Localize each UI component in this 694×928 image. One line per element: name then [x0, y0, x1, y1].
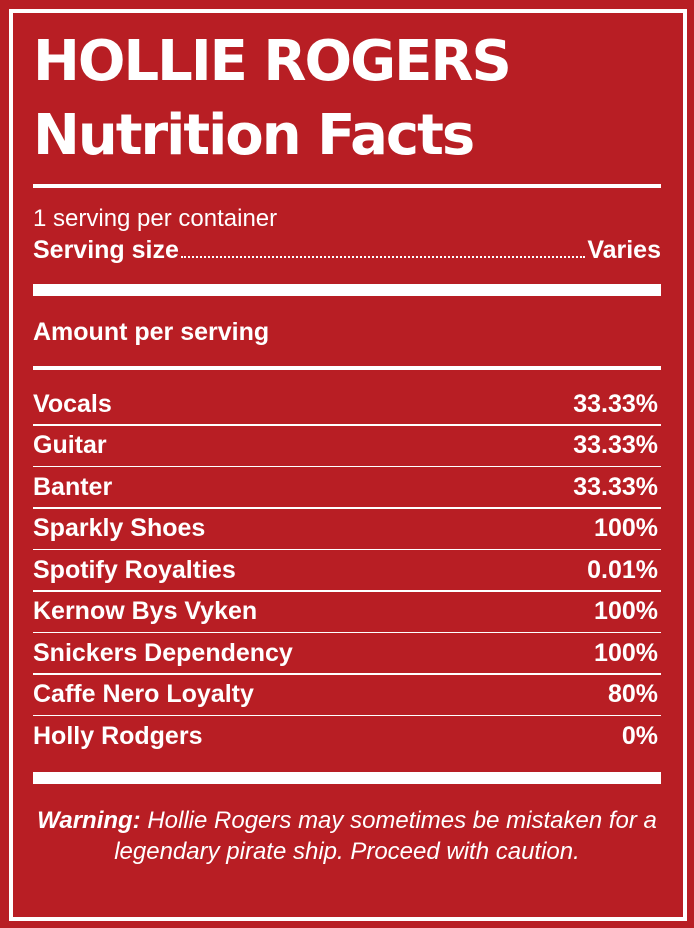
nutrient-value: 33.33% — [573, 472, 658, 501]
warning-text: Hollie Rogers may sometimes be mistaken … — [114, 807, 657, 865]
row-divider — [33, 673, 661, 675]
label-frame — [9, 9, 687, 921]
nutrient-row: Snickers Dependency 100% — [33, 633, 661, 673]
divider-top — [33, 184, 661, 188]
nutrient-row: Holly Rodgers 0% — [33, 716, 661, 756]
nutrient-name: Kernow Bys Vyken — [33, 597, 258, 625]
nutrient-value: 100% — [594, 638, 658, 667]
amount-per-serving-heading: Amount per serving — [33, 318, 270, 346]
nutrient-row: Vocals 33.33% — [33, 384, 661, 424]
nutrient-value: 0.01% — [587, 555, 658, 584]
row-divider — [33, 631, 661, 633]
serving-size-label: Serving size — [33, 236, 179, 264]
nutrient-value: 33.33% — [573, 389, 658, 418]
nutrient-list: Vocals 33.33% Guitar 33.33% Banter 33.33% Spar… — [33, 384, 661, 784]
nutrient-row: Kernow Bys Vyken 100% — [33, 592, 661, 632]
divider-amount — [33, 366, 661, 370]
nutrient-value: 0% — [621, 721, 658, 750]
nutrient-value: 100% — [594, 514, 658, 542]
nutrient-name: Caffe Nero Loyalty — [33, 680, 254, 708]
servings-per-container: 1 serving per container — [33, 205, 278, 232]
nutrient-value: 80% — [607, 680, 658, 708]
warning-note: Warning: Hollie Rogers may sometimes be … — [33, 805, 661, 867]
nutrient-name: Holly Rodgers — [33, 721, 203, 750]
nutrient-value: 33.33% — [573, 431, 658, 459]
serving-size-value: Varies — [587, 236, 661, 264]
nutrient-name: Spotify Royalties — [33, 555, 236, 584]
dotted-leader — [180, 255, 586, 258]
warning-label: Warning: — [37, 807, 141, 834]
nutrient-row: Guitar 33.33% — [33, 426, 661, 466]
nutrient-row: Caffe Nero Loyalty 80% — [33, 675, 661, 715]
row-divider — [33, 465, 661, 467]
nutrient-row: Spotify Royalties 0.01% — [33, 550, 661, 590]
row-divider — [33, 548, 661, 550]
nutrition-label: HOLLIE ROGERS Nutrition Facts 1 serving … — [33, 30, 661, 784]
row-divider — [33, 714, 661, 716]
nutrient-row: Sparkly Shoes 100% — [33, 509, 661, 549]
nutrient-name: Guitar — [33, 431, 107, 459]
divider-thick — [33, 284, 661, 296]
row-divider — [33, 507, 661, 509]
nutrient-row: Banter 33.33% — [33, 467, 661, 507]
serving-size-row: Serving size Varies — [33, 234, 661, 266]
nutrient-value: 100% — [594, 597, 658, 625]
nutrient-name: Banter — [33, 472, 113, 501]
page-title: Nutrition Facts — [33, 103, 475, 168]
nutrient-name: Sparkly Shoes — [33, 514, 206, 542]
row-divider — [33, 590, 661, 592]
brand-name: HOLLIE ROGERS — [33, 29, 512, 94]
nutrient-name: Snickers Dependency — [33, 638, 293, 667]
nutrient-name: Vocals — [33, 389, 112, 418]
divider-bottom — [33, 772, 661, 784]
row-divider — [33, 424, 661, 426]
